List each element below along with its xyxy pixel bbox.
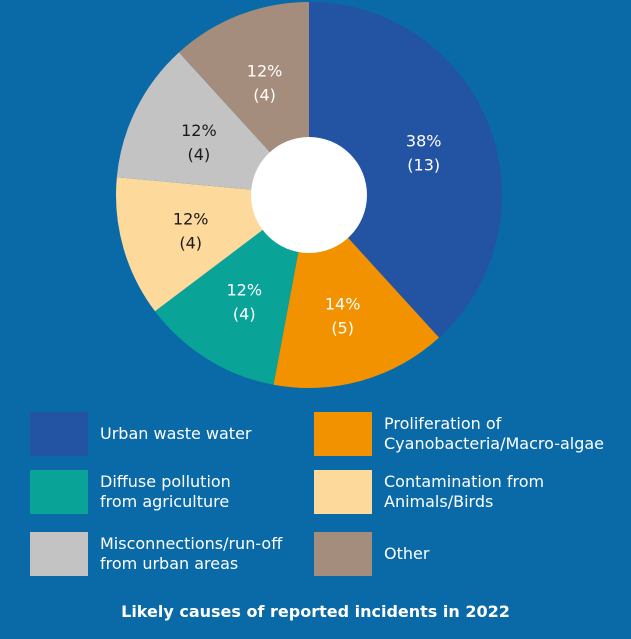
legend-label: Misconnections/run-off from urban areas [100,534,283,573]
donut-chart: 38% (13) 14% (5) 12% (4) 12% (4) 12% (4) 12% (4) [116,2,502,388]
slice-count-label: (4) [233,305,256,324]
slice-count-label: (4) [188,145,211,164]
slice-0 [309,2,502,338]
legend-item-contamination: Contamination from Animals/Birds [314,470,544,514]
slice-percent-label: 38% [406,132,442,151]
legend-swatch [30,412,88,456]
legend-swatch [314,412,372,456]
legend-swatch [30,470,88,514]
slice-4 [116,52,309,196]
slice-count-label: (4) [179,234,202,253]
donut-hole [251,137,367,253]
slice-percent-label: 12% [226,281,262,300]
legend-item-urban-waste-water: Urban waste water [30,412,252,456]
slice-count-label: (5) [331,318,354,337]
legend-swatch [314,532,372,576]
legend-label: Diffuse pollution from agriculture [100,472,231,511]
slice-count-label: (4) [253,85,276,104]
legend-label: Contamination from Animals/Birds [384,472,545,511]
slice-percent-label: 12% [181,121,217,140]
slice-2 [154,195,309,385]
legend-item-misconnections: Misconnections/run-off from urban areas [30,532,282,576]
legend-label: Proliferation of Cyanobacteria/Macro-alg… [384,414,605,453]
slice-percent-label: 14% [325,294,361,313]
legend-swatch [30,532,88,576]
legend-label: Other [384,544,430,563]
legend-item-proliferation: Proliferation of Cyanobacteria/Macro-alg… [314,412,604,456]
slice-5 [178,2,309,195]
chart-caption: Likely causes of reported incidents in 2… [121,602,510,621]
slice-count-label: (13) [407,156,440,175]
legend-swatch [314,470,372,514]
legend-item-other: Other [314,532,429,576]
legend-label: Urban waste water [100,424,252,443]
legend-item-diffuse-pollution: Diffuse pollution from agriculture [30,470,231,514]
slice-percent-label: 12% [247,61,283,80]
slice-percent-label: 12% [173,210,209,229]
